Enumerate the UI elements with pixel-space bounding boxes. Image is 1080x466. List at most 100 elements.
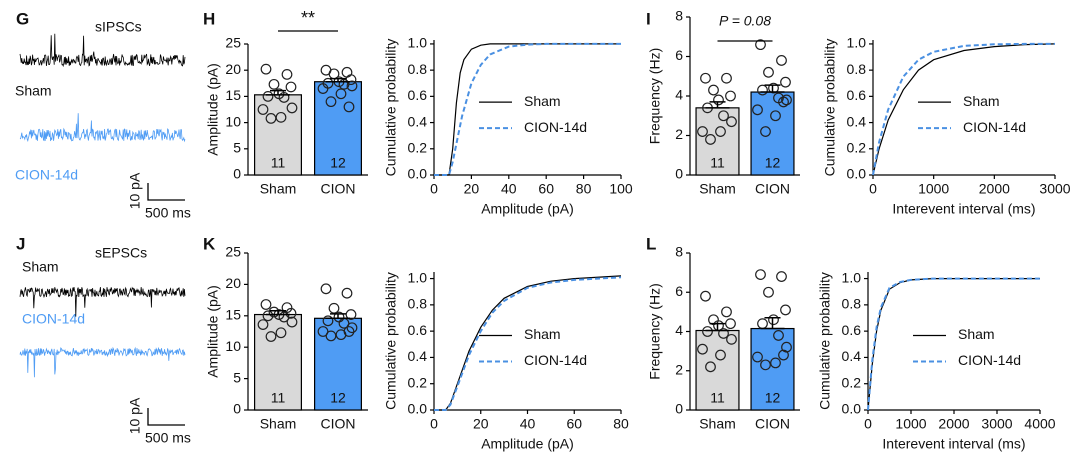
data-point (265, 331, 277, 342)
trace-title: sIPSCs (95, 19, 142, 35)
y-tick-label: 1.0 (842, 269, 862, 285)
trace (19, 346, 186, 378)
data-point (320, 283, 332, 295)
cdf-line (434, 43, 621, 176)
data-point (778, 96, 789, 108)
data-point (763, 286, 774, 298)
y-tick-label: 6 (675, 47, 683, 63)
cdf-line (434, 42, 621, 176)
data-point (770, 110, 781, 122)
x-tick-label: 2000 (979, 181, 1010, 197)
error-bar (760, 317, 785, 330)
data-point (705, 361, 716, 373)
panel-letter: H (203, 9, 215, 28)
x-tick-label: 40 (501, 181, 517, 197)
data-point (770, 357, 781, 369)
data-point (281, 68, 293, 80)
y-axis-label: Amplitude (pA) (205, 285, 221, 378)
y-axis-label: Cumulative probability (383, 39, 399, 177)
y-tick-label: 8 (675, 8, 683, 24)
y-tick-label: 0.4 (842, 348, 862, 364)
legend-label: Sham (958, 326, 995, 342)
data-point (325, 330, 337, 342)
data-point (341, 287, 353, 299)
trace-title: sEPSCs (95, 245, 147, 261)
y-tick-label: 5 (233, 140, 241, 156)
x-tick-label: 1000 (918, 181, 949, 197)
x-tick-label: CION (755, 181, 790, 197)
data-point (697, 126, 708, 137)
y-axis-label: Cumulative probability (383, 272, 399, 410)
x-tick-label: 20 (473, 416, 489, 432)
error-bar (705, 322, 730, 332)
x-tick-label: 60 (566, 416, 582, 432)
significance-label: ** (301, 8, 315, 28)
y-tick-label: 10 (225, 113, 241, 129)
data-point (752, 104, 763, 116)
data-point (700, 72, 711, 84)
data-point (773, 330, 784, 341)
y-tick-label: 4 (675, 322, 683, 338)
y-tick-label: 15 (225, 307, 241, 323)
trace-label: Sham (15, 83, 52, 99)
x-axis-label: Interevent interval (ms) (892, 201, 1035, 217)
data-point (265, 113, 277, 124)
data-point (257, 104, 269, 115)
n-label: 11 (710, 390, 725, 406)
y-axis-label: Frequency (Hz) (647, 283, 663, 379)
y-tick-label: 0.2 (847, 139, 867, 155)
data-point (285, 81, 297, 93)
legend-label: CION-14d (524, 119, 587, 135)
x-tick-label: 60 (538, 181, 554, 197)
cdf-line (872, 42, 1055, 176)
y-tick-label: 1.0 (408, 35, 428, 51)
y-tick-label: 0.2 (408, 139, 428, 155)
data-point (781, 94, 792, 106)
trace (19, 286, 186, 317)
panel-letter: G (16, 9, 29, 28)
trace-label: CION-14d (15, 167, 78, 183)
scale-bar (147, 408, 185, 426)
error-bar (266, 89, 290, 96)
n-label: 11 (271, 155, 286, 171)
data-point (257, 319, 269, 330)
data-point (268, 306, 280, 318)
x-tick-label: 0 (430, 416, 438, 432)
y-axis-label: Cumulative probability (817, 272, 833, 410)
x-axis-label: Interevent interval (ms) (882, 436, 1025, 452)
x-tick-label: 1000 (895, 416, 926, 432)
data-point (345, 309, 357, 320)
data-point (268, 78, 280, 90)
panel-letter: L (646, 234, 656, 253)
data-point (760, 359, 771, 371)
data-point (778, 349, 789, 361)
x-tick-label: 3000 (1039, 181, 1070, 197)
y-tick-label: 0.4 (408, 113, 428, 129)
y-tick-label: 0.6 (842, 322, 862, 338)
y-tick-label: 0.6 (408, 322, 428, 338)
legend-label: CION-14d (958, 352, 1021, 368)
data-point (757, 318, 768, 330)
data-point (260, 63, 272, 75)
data-point (780, 304, 791, 316)
data-point (768, 82, 779, 94)
scale-label: 500 ms (145, 205, 191, 221)
data-point (715, 126, 726, 137)
x-tick-label: 80 (576, 181, 592, 197)
data-point (281, 302, 293, 314)
data-point (776, 55, 787, 66)
data-point (757, 84, 768, 96)
x-tick-label: 40 (520, 416, 536, 432)
trace-label: Sham (22, 259, 59, 275)
legend-label: Sham (963, 93, 1000, 109)
x-tick-label: 80 (613, 416, 629, 432)
data-point (346, 80, 358, 92)
y-tick-label: 4 (675, 87, 683, 103)
data-point (718, 110, 729, 122)
data-point (343, 101, 355, 113)
x-tick-label: 4000 (1024, 416, 1055, 432)
data-point (755, 269, 766, 280)
x-axis-label: Amplitude (pA) (481, 201, 574, 217)
data-point (278, 311, 290, 323)
